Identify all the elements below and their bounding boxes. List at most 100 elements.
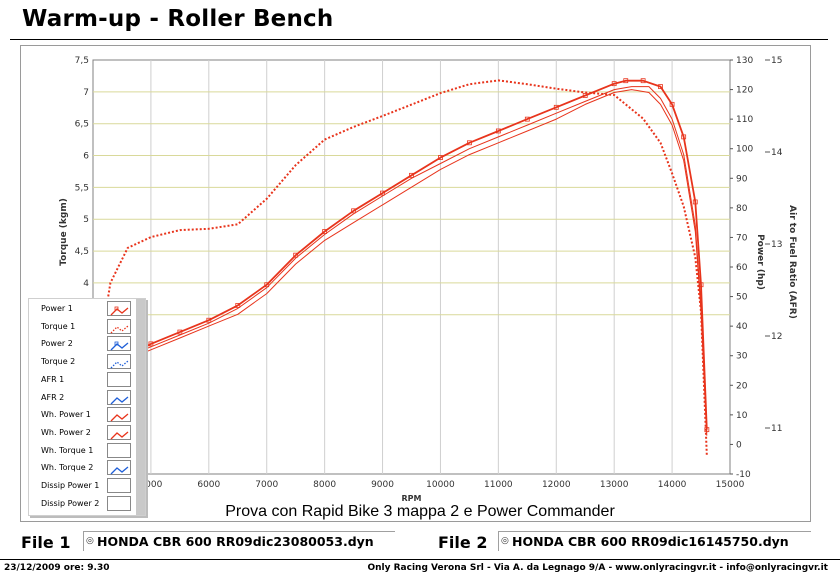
legend-item-label: Torque 1: [41, 321, 76, 331]
y-right-tick-label: 30: [736, 352, 748, 362]
data-point-marker: [524, 116, 530, 122]
x-tick-label: 14000: [658, 480, 687, 490]
legend-item[interactable]: Dissip Power 1: [29, 478, 134, 495]
x-axis-title: RPM: [402, 494, 422, 503]
legend-item[interactable]: Power 2: [29, 336, 134, 353]
x-tick-label: 6000: [197, 480, 220, 490]
file-2-name: HONDA CBR 600 RR09dic16145750.dyn: [512, 534, 789, 549]
y-right-tick-label: 90: [736, 174, 748, 184]
data-point-marker: [681, 134, 687, 140]
data-point-marker: [351, 208, 356, 214]
legend-item[interactable]: Wh. Torque 1: [29, 442, 134, 460]
data-point-marker: [206, 317, 212, 323]
file-1-name: HONDA CBR 600 RR09dic23080053.dyn: [97, 534, 374, 549]
data-point-marker: [692, 199, 698, 205]
legend-panel[interactable]: Power 1 Torque 1 Power 2 Torque 2 AFR 1 AFR 2…: [28, 298, 146, 516]
legend-swatch-icon: [107, 442, 131, 458]
x-tick-label: 13000: [600, 480, 629, 490]
legend-item[interactable]: Torque 2: [29, 354, 134, 371]
y-left-axis-title: Torque (kgm): [59, 198, 69, 266]
y-afr-tick-label: 13: [771, 240, 782, 250]
x-tick-label: 5000: [139, 480, 162, 490]
y-right-tick-label: 60: [736, 263, 748, 273]
legend-swatch-icon: [107, 424, 131, 440]
legend-item-label: Dissip Power 2: [41, 498, 100, 508]
y-afr-axis-title: Air to Fuel Ratio (AFR): [787, 205, 797, 319]
data-point-marker: [553, 104, 559, 110]
file-1-field[interactable]: ◎ HONDA CBR 600 RR09dic23080053.dyn: [83, 531, 395, 551]
legend-item-label: Wh. Torque 2: [41, 463, 94, 473]
x-tick-label: 9000: [371, 480, 394, 490]
data-point-marker: [669, 101, 675, 107]
y-left-tick-label: 6,5: [75, 120, 89, 130]
y-right-tick-label: 20: [736, 381, 748, 391]
legend-item[interactable]: AFR 2: [29, 389, 134, 407]
data-point-marker: [235, 303, 241, 308]
legend-item-label: Power 2: [41, 339, 73, 349]
legend-swatch-icon: [107, 371, 131, 387]
series-line: [93, 79, 708, 455]
legend-item[interactable]: Power 1: [29, 301, 134, 318]
data-point-marker: [148, 341, 154, 347]
x-tick-label: 11000: [484, 480, 513, 490]
data-point-marker: [380, 190, 385, 196]
title-divider: [10, 39, 828, 40]
legend-swatch-icon: [107, 478, 131, 493]
y-right-tick-label: 10: [736, 411, 748, 421]
y-right-tick-label: 40: [736, 322, 748, 332]
footer-date: 23/12/2009 ore: 9.30: [4, 563, 110, 573]
plot-area: [92, 59, 731, 475]
legend-item[interactable]: Dissip Power 2: [29, 495, 134, 513]
series-line: [93, 89, 708, 436]
legend-item-label: AFR 2: [41, 392, 65, 402]
data-point-marker: [293, 252, 299, 258]
y-right-tick-label: 0: [736, 440, 742, 450]
y-afr-tick-label: 15: [771, 56, 782, 66]
x-tick-label: 7000: [255, 480, 278, 490]
y-right-tick-label: 70: [736, 233, 748, 243]
legend-scrollbar[interactable]: [136, 299, 145, 515]
y-right-tick-label: 130: [736, 56, 753, 66]
series-line: [93, 79, 708, 430]
x-tick-label: 12000: [542, 480, 571, 490]
data-point-marker: [495, 128, 501, 134]
footer-divider: [0, 559, 840, 560]
data-point-marker: [467, 140, 472, 146]
legend-item[interactable]: Torque 1: [29, 318, 134, 336]
legend-swatch-icon: [107, 389, 131, 405]
legend-item-label: AFR 1: [41, 374, 65, 384]
legend-item[interactable]: Wh. Power 2: [29, 424, 134, 442]
legend-swatch-icon: [107, 495, 131, 511]
y-right-tick-label: 50: [736, 293, 748, 303]
data-point-marker: [264, 282, 270, 288]
file-2-field[interactable]: ◎ HONDA CBR 600 RR09dic16145750.dyn: [498, 531, 811, 551]
data-point-marker: [438, 155, 443, 160]
y-afr-tick-label: 14: [771, 148, 783, 158]
x-tick-label: 8000: [313, 480, 336, 490]
legend-item[interactable]: Wh. Power 1: [29, 407, 134, 424]
legend-item[interactable]: AFR 1: [29, 371, 134, 389]
y-left-tick-label: 7: [83, 88, 89, 98]
legend-swatch-icon: [107, 407, 131, 423]
y-afr-tick-label: 11: [771, 424, 782, 434]
x-tick-label: 10000: [426, 480, 455, 490]
page-title: Warm-up - Roller Bench: [22, 6, 334, 32]
legend-item[interactable]: Wh. Torque 2: [29, 460, 134, 477]
legend-swatch-icon: [107, 354, 131, 370]
y-right-tick-label: 110: [736, 115, 753, 125]
y-left-tick-label: 5,5: [75, 183, 89, 193]
data-point-marker: [409, 172, 414, 178]
y-left-tick-label: 5: [83, 215, 89, 225]
file-1-label: File 1: [21, 533, 71, 552]
footer-company: Only Racing Verona Srl - Via A. da Legna…: [367, 563, 828, 573]
y-right-tick-label: 100: [736, 145, 753, 155]
legend-item-label: Wh. Torque 1: [41, 445, 94, 455]
data-point-marker: [640, 78, 646, 84]
legend-item-label: Wh. Power 1: [41, 410, 91, 420]
legend-item-label: Wh. Power 2: [41, 427, 91, 437]
legend-item-label: Power 1: [41, 304, 73, 313]
y-right-tick-label: 120: [736, 86, 753, 96]
series-line: [93, 86, 708, 433]
dyno-chart: 4000500060007000800090001000011000120001…: [59, 56, 797, 503]
x-tick-label: 15000: [716, 480, 745, 490]
